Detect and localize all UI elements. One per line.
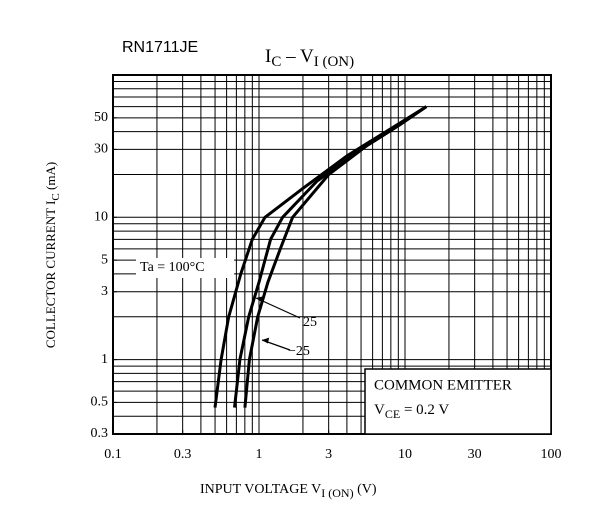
title-part: – V (281, 46, 314, 67)
part-number: RN1711JE (122, 39, 198, 56)
y-tick-label: 5 (101, 252, 108, 267)
x-tick-label: 1 (256, 447, 263, 462)
y-tick-label: 30 (94, 142, 108, 157)
curve (233, 105, 428, 408)
y-tick-label: 50 (94, 110, 108, 125)
label-part: INPUT VOLTAGE V (200, 482, 321, 497)
annotation-part: CE (385, 407, 400, 421)
plot-frame (112, 74, 552, 435)
series-label: Ta = 100°C (140, 260, 205, 275)
annotation-part: = 0.2 V (400, 402, 449, 418)
title-part: C (271, 54, 281, 70)
x-tick-label: 100 (541, 447, 562, 462)
y-tick-label: 0.3 (91, 426, 109, 441)
x-tick-label: 0.1 (104, 447, 122, 462)
y-tick-label: 1 (101, 352, 108, 367)
y-tick-label: 0.5 (91, 395, 109, 410)
label-bg (136, 258, 234, 278)
y-tick-label: 3 (101, 284, 108, 299)
label-part: (V) (354, 482, 377, 497)
annotation-part: V (374, 402, 385, 418)
curve (243, 105, 428, 408)
chart-title: IC – VI (ON) (265, 46, 354, 70)
title-part: I (ON) (314, 54, 354, 70)
y-axis-label: COLLECTOR CURRENT IC (mA) (43, 162, 62, 348)
label-part: C (50, 193, 62, 200)
x-tick-label: 30 (468, 447, 482, 462)
annotation: COMMON EMITTER (374, 377, 512, 393)
y-tick-label: 10 (94, 210, 108, 225)
x-tick-label: 3 (325, 447, 332, 462)
arrow-head (262, 337, 270, 344)
curve (213, 105, 428, 408)
label-part: (mA) (43, 162, 58, 193)
series-label: 25 (303, 315, 317, 330)
x-axis-label: INPUT VOLTAGE VI (ON) (V) (200, 482, 377, 500)
annotation: VCE = 0.2 V (374, 402, 449, 420)
series-label: −25 (288, 344, 310, 359)
x-tick-label: 0.3 (174, 447, 192, 462)
x-tick-label: 10 (398, 447, 412, 462)
label-part: I (ON) (321, 486, 353, 500)
annotation-box (364, 368, 552, 435)
title-part: I (265, 46, 271, 67)
label-part: COLLECTOR CURRENT I (43, 201, 58, 349)
